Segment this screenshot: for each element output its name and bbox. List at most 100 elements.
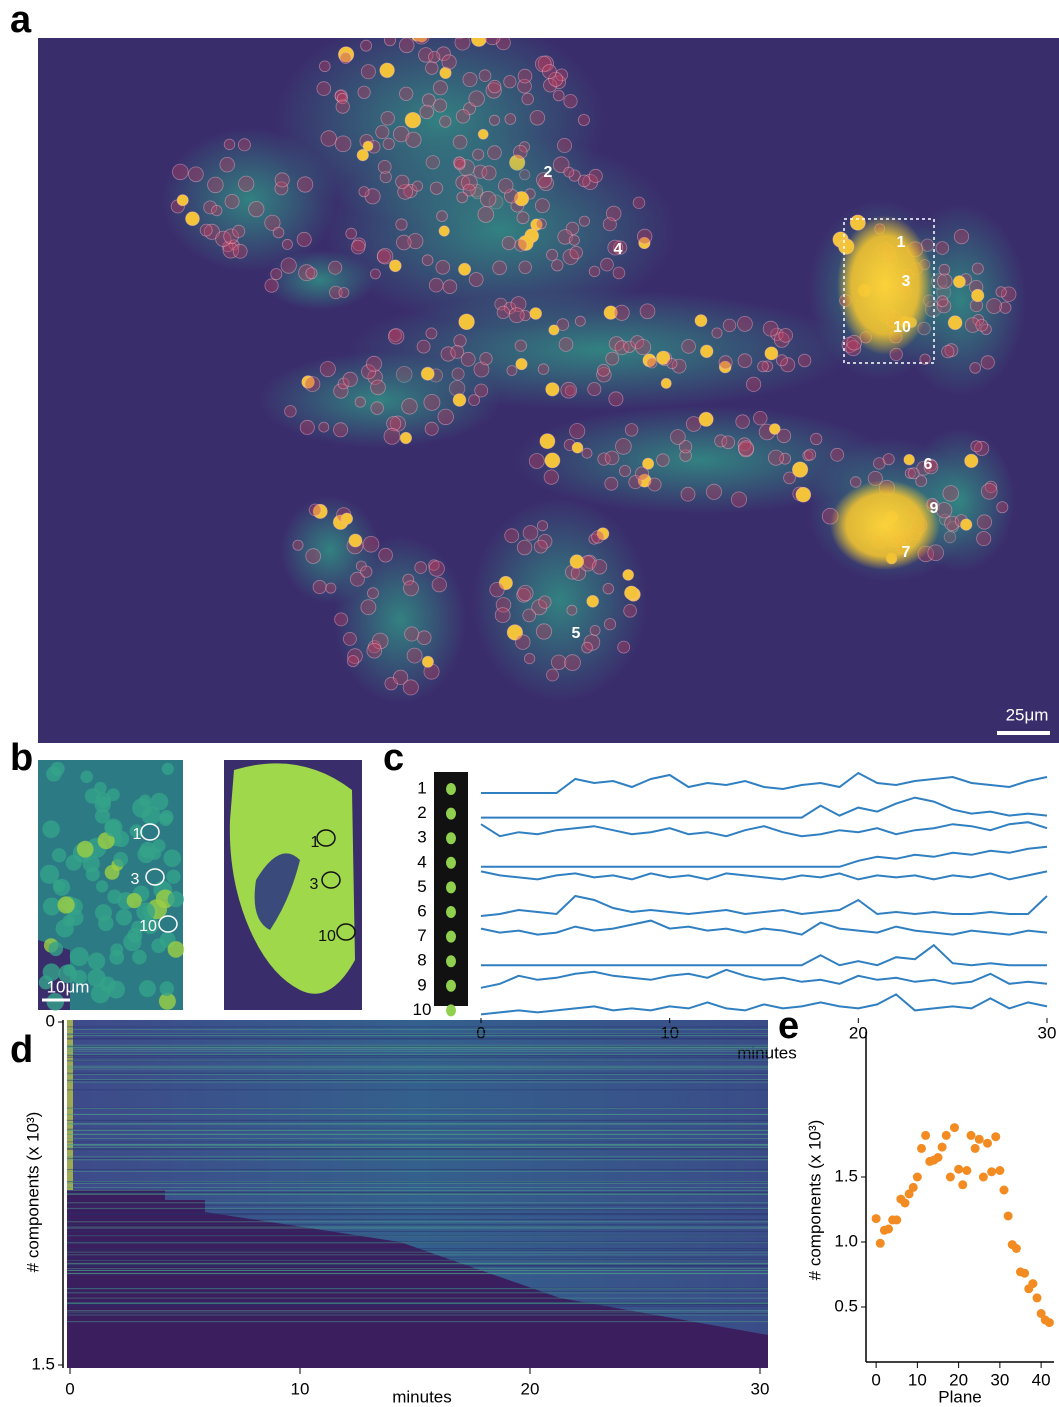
cell xyxy=(536,219,546,229)
panel-label: b xyxy=(10,737,33,779)
cell xyxy=(265,279,278,292)
cell xyxy=(422,255,433,266)
cell xyxy=(505,529,519,543)
cell xyxy=(359,187,369,197)
cell xyxy=(587,595,599,607)
cell xyxy=(405,627,419,641)
cell xyxy=(509,308,524,323)
cell xyxy=(977,532,991,546)
cell xyxy=(52,848,66,862)
cell xyxy=(163,849,181,867)
cell xyxy=(538,364,549,375)
cell xyxy=(456,110,470,124)
trace-label: 7 xyxy=(417,926,426,945)
thumbnail xyxy=(446,980,456,992)
cell xyxy=(366,356,381,371)
cell xyxy=(534,540,547,553)
cell xyxy=(606,352,619,365)
cell xyxy=(706,484,721,499)
cell xyxy=(619,465,630,476)
cell xyxy=(177,195,188,206)
scatter-point xyxy=(1020,1269,1029,1278)
cell xyxy=(609,392,623,406)
cell xyxy=(80,771,93,784)
cell xyxy=(530,308,542,320)
cell xyxy=(647,358,657,368)
cell xyxy=(605,451,619,465)
cell xyxy=(336,100,349,113)
cell xyxy=(340,52,351,63)
trace xyxy=(481,871,1047,879)
cell xyxy=(361,566,372,577)
cell-annotation: 1 xyxy=(897,234,906,251)
cell xyxy=(285,406,297,418)
cell xyxy=(598,364,610,376)
cell xyxy=(463,73,477,87)
cell xyxy=(361,600,376,615)
cell xyxy=(579,216,589,226)
cell xyxy=(488,80,501,93)
cell xyxy=(763,321,778,336)
cell xyxy=(616,439,632,455)
scatter-point xyxy=(1033,1293,1042,1302)
bright-region xyxy=(830,480,940,570)
cell xyxy=(212,205,222,215)
cell xyxy=(731,492,746,507)
cell xyxy=(434,99,447,112)
cell xyxy=(722,436,735,449)
cell xyxy=(485,29,501,45)
cell xyxy=(972,263,983,274)
cell xyxy=(987,299,1002,314)
panel-label: e xyxy=(778,1005,799,1047)
cell xyxy=(379,548,393,562)
cell xyxy=(343,372,357,386)
cell xyxy=(682,340,696,354)
cell xyxy=(326,583,336,593)
cell xyxy=(657,454,670,467)
trace-label: 6 xyxy=(417,901,426,920)
cell-annotation: 9 xyxy=(930,500,939,517)
thumbnail xyxy=(446,955,456,967)
cell xyxy=(107,890,121,904)
panel-label: c xyxy=(383,737,404,779)
trace-label: 10 xyxy=(413,1000,432,1019)
cell xyxy=(623,570,634,581)
cell xyxy=(334,423,348,437)
cell xyxy=(480,191,496,207)
cell xyxy=(293,540,303,550)
scale-bar-label: 25μm xyxy=(1006,705,1049,724)
cell xyxy=(319,61,330,72)
trace-label: 5 xyxy=(417,877,426,896)
cell xyxy=(530,111,545,126)
cell xyxy=(454,335,466,347)
x-tick-label: 10 xyxy=(908,1370,927,1389)
cell xyxy=(798,354,811,367)
cell xyxy=(604,619,615,630)
scatter-point xyxy=(892,1215,901,1224)
cell xyxy=(916,476,927,487)
cell xyxy=(42,820,60,838)
scatter-point xyxy=(1045,1318,1054,1327)
cell xyxy=(605,477,618,490)
cell xyxy=(238,139,250,151)
cell xyxy=(516,358,527,369)
x-tick-label: 0 xyxy=(476,1023,485,1042)
cell xyxy=(389,260,401,272)
cell xyxy=(403,680,418,695)
cell xyxy=(200,224,212,236)
cell xyxy=(589,169,602,182)
scatter-point xyxy=(995,1166,1004,1175)
y-axis-label: # components (x 10³) xyxy=(23,1112,42,1273)
cell xyxy=(275,173,289,187)
cell xyxy=(132,950,147,965)
cell xyxy=(625,424,638,437)
cell xyxy=(139,795,151,807)
cell xyxy=(507,366,517,376)
cell xyxy=(473,149,484,160)
cell xyxy=(570,555,584,569)
scatter-point xyxy=(1004,1212,1013,1221)
cell xyxy=(746,377,760,391)
cell xyxy=(514,145,528,159)
cell xyxy=(737,316,752,331)
cell xyxy=(46,766,61,781)
